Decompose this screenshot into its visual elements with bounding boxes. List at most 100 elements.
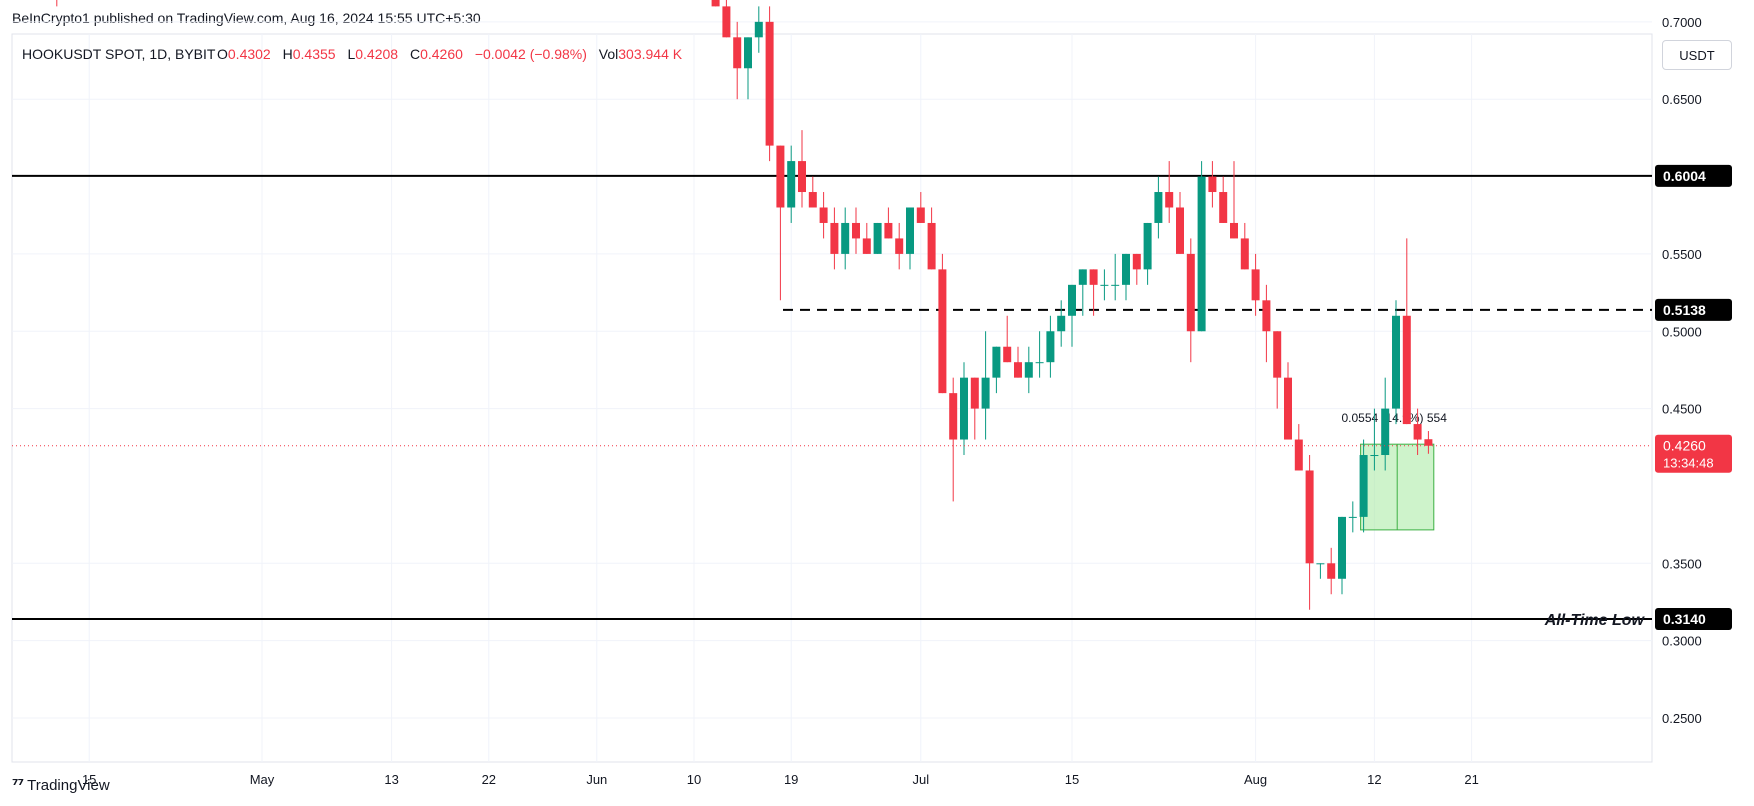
tradingview-logo[interactable]: ⁷⁷ TradingView bbox=[12, 776, 110, 794]
candle-body bbox=[1111, 284, 1120, 286]
level-price-tag bbox=[1655, 607, 1732, 630]
tradingview-logo-icon: ⁷⁷ bbox=[12, 776, 24, 794]
candle-body bbox=[1381, 408, 1390, 456]
candle-body bbox=[884, 222, 893, 239]
x-tick-label: 15 bbox=[82, 772, 96, 787]
x-tick-label: 12 bbox=[1367, 772, 1381, 787]
candle-body bbox=[895, 238, 904, 254]
legend-l-value: 0.4208 bbox=[355, 46, 398, 62]
candle-body bbox=[1370, 455, 1379, 457]
level-price-tag bbox=[1655, 298, 1732, 321]
x-tick-label: Aug bbox=[1244, 772, 1267, 787]
candle-body bbox=[830, 222, 839, 254]
candle-body bbox=[916, 207, 925, 223]
candle-body bbox=[819, 207, 828, 223]
legend-h-value: 0.4355 bbox=[293, 46, 336, 62]
x-tick-label: Jun bbox=[586, 772, 607, 787]
candle-body bbox=[1305, 470, 1314, 564]
candle-body bbox=[852, 222, 860, 239]
candle-body bbox=[1348, 516, 1357, 518]
candle-body bbox=[1284, 377, 1292, 440]
candle-body bbox=[1046, 331, 1055, 363]
legend-symbol: HOOKUSDT SPOT, 1D, BYBIT bbox=[22, 46, 216, 62]
candle-body bbox=[960, 377, 968, 440]
candle-body bbox=[776, 145, 785, 208]
y-tick-label: 0.4500 bbox=[1662, 402, 1702, 417]
candle-body bbox=[1003, 346, 1012, 363]
candle-body bbox=[1068, 284, 1076, 316]
y-tick-label: 0.5500 bbox=[1662, 247, 1702, 262]
candle-body bbox=[1057, 315, 1066, 332]
candle-body bbox=[1424, 439, 1433, 446]
candle-body bbox=[1251, 269, 1260, 301]
candle-body bbox=[992, 346, 1001, 378]
legend-c-value: 0.4260 bbox=[420, 46, 463, 62]
bar-countdown: 13:34:48 bbox=[1663, 456, 1714, 471]
candle-body bbox=[1402, 315, 1411, 425]
y-tick-label: 0.3500 bbox=[1662, 556, 1702, 571]
candle-body bbox=[938, 269, 947, 394]
candle-body bbox=[754, 21, 763, 38]
candle-body bbox=[787, 161, 796, 208]
legend-vol-label: Vol bbox=[599, 46, 618, 62]
y-tick-label: 0.3000 bbox=[1662, 634, 1702, 649]
candle-body bbox=[862, 238, 871, 254]
candle-body bbox=[1154, 192, 1163, 223]
candle-body bbox=[1122, 253, 1130, 285]
candle-body bbox=[1165, 192, 1174, 208]
candle-body bbox=[949, 393, 958, 440]
y-tick-label: 0.6500 bbox=[1662, 92, 1702, 107]
level-price-tag bbox=[1655, 164, 1732, 187]
candle-body bbox=[1327, 563, 1336, 579]
x-tick-label: 19 bbox=[784, 772, 798, 787]
y-tick-label: 0.7000 bbox=[1662, 15, 1702, 30]
candle-body bbox=[1316, 563, 1325, 565]
x-tick-label: 15 bbox=[1065, 772, 1079, 787]
candle-body bbox=[765, 21, 774, 146]
x-tick-label: Jul bbox=[912, 772, 929, 787]
legend-h-label: H bbox=[283, 46, 293, 62]
measure-tool: 0.0554 (14.9%) 554 bbox=[1341, 411, 1447, 531]
current-price-value: 0.4260 bbox=[1663, 438, 1706, 454]
candle-body bbox=[841, 222, 850, 254]
candle-body bbox=[722, 6, 731, 38]
price-axis: 1.05001.00000.90000.85000.80000.75000.70… bbox=[1655, 15, 1732, 726]
candle-body bbox=[981, 377, 990, 409]
candle-body bbox=[711, 0, 720, 7]
candle-body bbox=[927, 222, 936, 270]
candle-body bbox=[1078, 269, 1087, 285]
candle-body bbox=[733, 37, 742, 69]
candle-body bbox=[970, 377, 979, 409]
candle-body bbox=[1273, 331, 1282, 378]
measure-label: 0.0554 (14.9%) 554 bbox=[1341, 411, 1447, 425]
candle-body bbox=[1186, 253, 1195, 332]
grid bbox=[12, 21, 1652, 762]
legend-l-label: L bbox=[347, 46, 355, 62]
candle-body bbox=[1359, 455, 1368, 517]
x-tick-label: 22 bbox=[482, 772, 496, 787]
level-price-tag-label: 0.5138 bbox=[1663, 302, 1706, 318]
candle-body bbox=[1143, 222, 1152, 270]
candle-body bbox=[1176, 207, 1184, 254]
level-price-tag-label: 0.3140 bbox=[1663, 611, 1706, 627]
y-tick-label: 0.5000 bbox=[1662, 324, 1702, 339]
x-tick-label: May bbox=[250, 772, 275, 787]
candle-body bbox=[1219, 192, 1228, 223]
legend-vol-value: 303.944 K bbox=[618, 46, 682, 62]
candle-body bbox=[1024, 362, 1033, 378]
current-price-tag bbox=[1655, 434, 1732, 473]
legend-o-label: O bbox=[217, 46, 228, 62]
candle-body bbox=[1240, 238, 1249, 270]
currency-button[interactable]: USDT bbox=[1662, 40, 1732, 70]
level-price-tag-label: 0.6004 bbox=[1663, 168, 1706, 184]
candle-body bbox=[1294, 439, 1303, 471]
legend-c-label: C bbox=[410, 46, 420, 62]
y-tick-label: 0.2500 bbox=[1662, 711, 1702, 726]
candle-body bbox=[1132, 253, 1141, 270]
candle-body bbox=[744, 37, 752, 69]
legend-change: −0.0042 (−0.98%) bbox=[475, 46, 587, 62]
candle-body bbox=[1014, 362, 1022, 378]
tradingview-brand-text: TradingView bbox=[27, 776, 110, 794]
all-time-low-annotation: All-Time Low bbox=[1544, 612, 1646, 629]
